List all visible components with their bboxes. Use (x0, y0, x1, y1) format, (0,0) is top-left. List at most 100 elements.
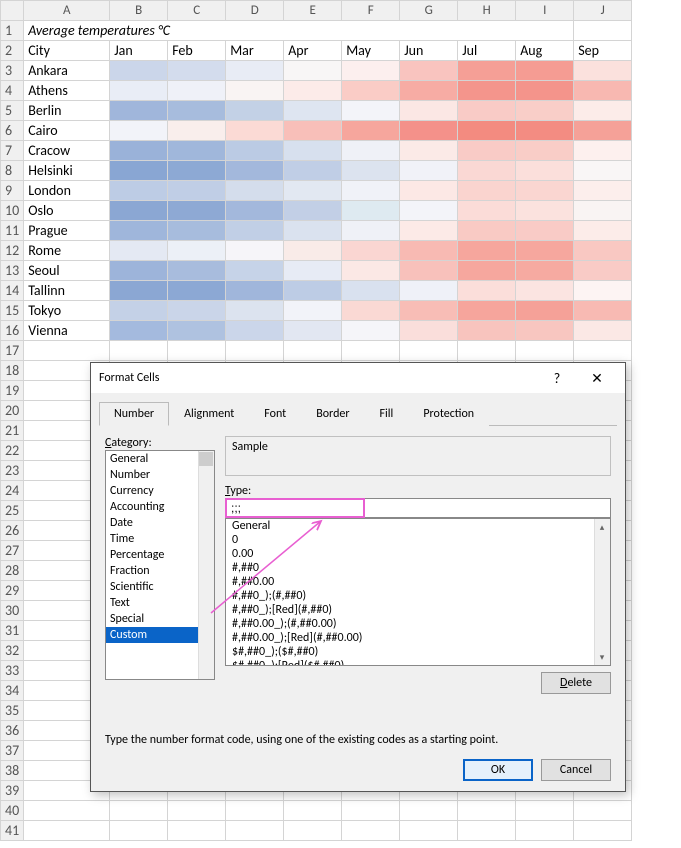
heatmap-cell[interactable] (574, 301, 632, 321)
heatmap-cell[interactable] (342, 61, 400, 81)
heatmap-cell[interactable] (458, 281, 516, 301)
heatmap-cell[interactable] (226, 161, 284, 181)
heatmap-cell[interactable] (574, 201, 632, 221)
row-header[interactable]: 1 (1, 21, 24, 41)
heatmap-cell[interactable] (110, 201, 168, 221)
heatmap-cell[interactable] (574, 281, 632, 301)
row-header[interactable]: 39 (1, 781, 24, 801)
heatmap-cell[interactable] (400, 281, 458, 301)
heatmap-cell[interactable] (168, 321, 226, 341)
table-header[interactable]: Sep (574, 41, 632, 61)
row-header[interactable]: 19 (1, 381, 24, 401)
column-header[interactable]: E (284, 1, 342, 21)
row-header[interactable]: 26 (1, 521, 24, 541)
heatmap-cell[interactable] (516, 81, 574, 101)
scroll-down-icon[interactable]: ▾ (594, 649, 610, 665)
row-header[interactable]: 41 (1, 821, 24, 841)
cell[interactable] (400, 821, 458, 841)
heatmap-cell[interactable] (574, 61, 632, 81)
cell[interactable] (574, 821, 632, 841)
heatmap-cell[interactable] (400, 301, 458, 321)
column-header[interactable]: H (458, 1, 516, 21)
heatmap-cell[interactable] (574, 241, 632, 261)
cancel-button[interactable]: Cancel (541, 759, 611, 781)
heatmap-cell[interactable] (516, 241, 574, 261)
heatmap-cell[interactable] (342, 141, 400, 161)
heatmap-cell[interactable] (226, 221, 284, 241)
cell[interactable] (458, 801, 516, 821)
cell[interactable] (168, 341, 226, 361)
heatmap-cell[interactable] (400, 121, 458, 141)
row-header[interactable]: 40 (1, 801, 24, 821)
heatmap-cell[interactable] (226, 281, 284, 301)
cell[interactable] (226, 821, 284, 841)
row-header[interactable]: 28 (1, 561, 24, 581)
city-name[interactable]: Tallinn (24, 281, 110, 301)
heatmap-cell[interactable] (110, 161, 168, 181)
type-list-item[interactable]: $#,##0_);[Red]($#,##0) (226, 659, 610, 666)
heatmap-cell[interactable] (110, 81, 168, 101)
row-header[interactable]: 9 (1, 181, 24, 201)
tab-number[interactable]: Number (99, 402, 169, 426)
cell[interactable] (226, 341, 284, 361)
tab-alignment[interactable]: Alignment (169, 402, 249, 426)
table-header[interactable]: Jan (110, 41, 168, 61)
heatmap-cell[interactable] (574, 101, 632, 121)
row-header[interactable]: 22 (1, 441, 24, 461)
heatmap-cell[interactable] (342, 121, 400, 141)
heatmap-cell[interactable] (458, 221, 516, 241)
row-header[interactable]: 15 (1, 301, 24, 321)
table-header[interactable]: City (24, 41, 110, 61)
heatmap-cell[interactable] (284, 61, 342, 81)
heatmap-cell[interactable] (574, 161, 632, 181)
row-header[interactable]: 10 (1, 201, 24, 221)
heatmap-cell[interactable] (400, 221, 458, 241)
heatmap-cell[interactable] (574, 141, 632, 161)
heatmap-cell[interactable] (226, 121, 284, 141)
heatmap-cell[interactable] (226, 301, 284, 321)
heatmap-cell[interactable] (458, 301, 516, 321)
heatmap-cell[interactable] (574, 121, 632, 141)
row-header[interactable]: 36 (1, 721, 24, 741)
cell[interactable] (574, 21, 632, 41)
heatmap-cell[interactable] (516, 281, 574, 301)
heatmap-cell[interactable] (284, 181, 342, 201)
heatmap-cell[interactable] (284, 121, 342, 141)
cell[interactable] (284, 341, 342, 361)
heatmap-cell[interactable] (516, 181, 574, 201)
cell[interactable] (110, 821, 168, 841)
heatmap-cell[interactable] (284, 321, 342, 341)
row-header[interactable]: 34 (1, 681, 24, 701)
heatmap-cell[interactable] (516, 121, 574, 141)
heatmap-cell[interactable] (110, 241, 168, 261)
cell[interactable] (458, 341, 516, 361)
table-header[interactable]: Feb (168, 41, 226, 61)
category-list[interactable]: GeneralNumberCurrencyAccountingDateTimeP… (105, 450, 215, 680)
heatmap-cell[interactable] (226, 201, 284, 221)
row-header[interactable]: 31 (1, 621, 24, 641)
city-name[interactable]: London (24, 181, 110, 201)
tab-fill[interactable]: Fill (365, 402, 409, 426)
row-header[interactable]: 21 (1, 421, 24, 441)
heatmap-cell[interactable] (226, 61, 284, 81)
row-header[interactable]: 33 (1, 661, 24, 681)
type-list-item[interactable]: #,##0.00_);[Red](#,##0.00) (226, 631, 610, 645)
row-header[interactable]: 4 (1, 81, 24, 101)
heatmap-cell[interactable] (110, 121, 168, 141)
heatmap-cell[interactable] (342, 281, 400, 301)
row-header[interactable]: 14 (1, 281, 24, 301)
row-header[interactable]: 24 (1, 481, 24, 501)
heatmap-cell[interactable] (342, 241, 400, 261)
heatmap-cell[interactable] (574, 221, 632, 241)
heatmap-cell[interactable] (400, 181, 458, 201)
cell[interactable] (284, 821, 342, 841)
heatmap-cell[interactable] (284, 141, 342, 161)
heatmap-cell[interactable] (400, 321, 458, 341)
row-header[interactable]: 29 (1, 581, 24, 601)
city-name[interactable]: Berlin (24, 101, 110, 121)
close-button[interactable]: ✕ (577, 363, 617, 393)
row-header[interactable]: 11 (1, 221, 24, 241)
cell[interactable] (516, 801, 574, 821)
row-header[interactable]: 6 (1, 121, 24, 141)
city-name[interactable]: Athens (24, 81, 110, 101)
